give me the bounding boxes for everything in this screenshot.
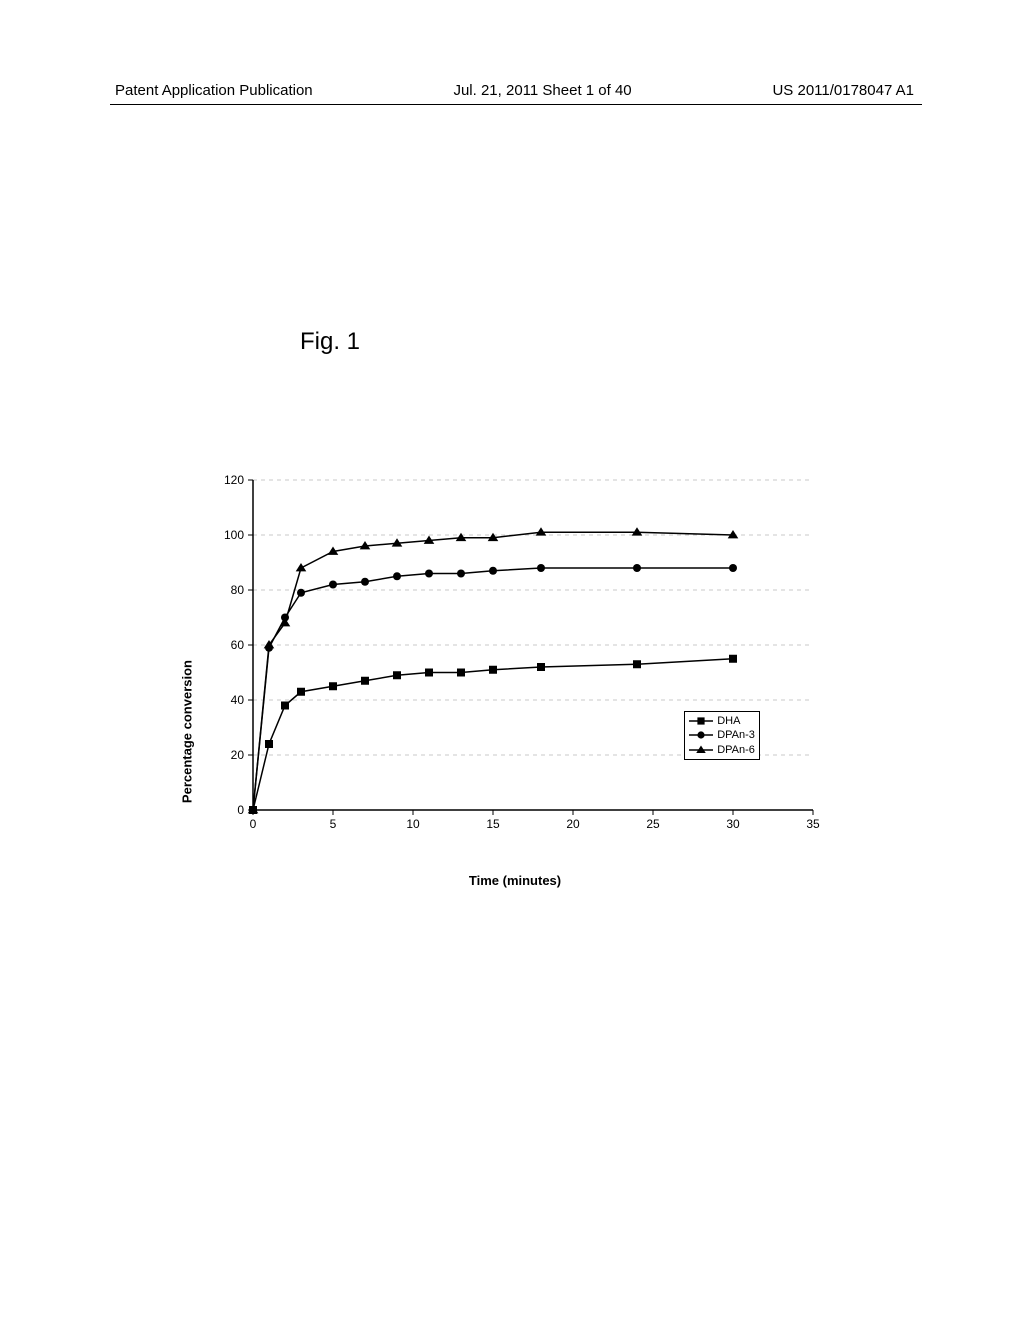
legend-item: DPAn-6 xyxy=(689,743,755,757)
svg-text:100: 100 xyxy=(224,528,244,542)
svg-text:0: 0 xyxy=(237,803,244,817)
svg-text:80: 80 xyxy=(231,583,245,597)
figure-label: Fig. 1 xyxy=(300,328,360,356)
svg-text:60: 60 xyxy=(231,638,245,652)
svg-text:35: 35 xyxy=(806,817,820,831)
svg-text:10: 10 xyxy=(406,817,420,831)
conversion-chart: 0 20 40 60 80 100 120 0 5 10 15 20 25 30 35 xyxy=(195,470,835,850)
svg-text:25: 25 xyxy=(646,817,660,831)
svg-text:20: 20 xyxy=(566,817,580,831)
header-right: US 2011/0178047 A1 xyxy=(772,82,914,99)
legend-label: DPAn-3 xyxy=(717,728,755,742)
legend-item: DHA xyxy=(689,714,755,728)
header-left: Patent Application Publication xyxy=(115,82,313,99)
svg-text:30: 30 xyxy=(726,817,740,831)
legend-label: DPAn-6 xyxy=(717,743,755,757)
header-center: Jul. 21, 2011 Sheet 1 of 40 xyxy=(453,82,631,99)
x-axis-label: Time (minutes) xyxy=(469,873,561,888)
svg-text:5: 5 xyxy=(330,817,337,831)
page-header: Patent Application Publication Jul. 21, … xyxy=(0,82,1024,99)
y-axis-label: Percentage conversion xyxy=(180,660,195,803)
header-rule xyxy=(110,104,922,105)
svg-text:15: 15 xyxy=(486,817,500,831)
svg-text:0: 0 xyxy=(250,817,257,831)
legend: DHADPAn-3DPAn-6 xyxy=(684,711,760,760)
chart-container: Percentage conversion 020406080100120051… xyxy=(195,470,835,850)
svg-text:120: 120 xyxy=(224,473,244,487)
svg-text:20: 20 xyxy=(231,748,245,762)
svg-text:40: 40 xyxy=(231,693,245,707)
legend-item: DPAn-3 xyxy=(689,728,755,742)
legend-label: DHA xyxy=(717,714,740,728)
